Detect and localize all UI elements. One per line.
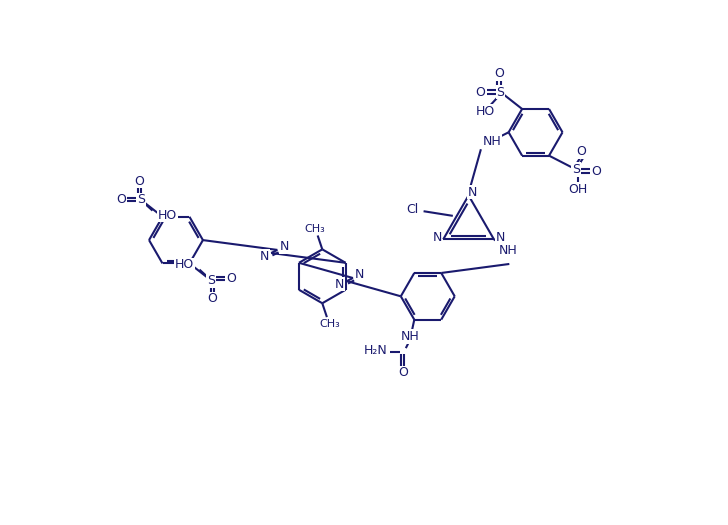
Text: S: S [137,193,145,206]
Text: NH: NH [499,244,517,257]
Text: O: O [135,175,144,188]
Text: NH: NH [401,330,420,343]
Text: N: N [432,232,442,244]
Text: HO: HO [158,209,177,222]
Text: O: O [397,366,408,379]
Text: OH: OH [568,183,587,196]
Text: N: N [495,232,505,244]
Text: O: O [475,86,486,99]
Text: O: O [207,292,218,306]
Text: O: O [494,67,504,80]
Text: CH₃: CH₃ [320,319,341,329]
Text: N: N [260,249,269,262]
Text: O: O [226,272,236,286]
Text: S: S [496,86,505,99]
Text: HO: HO [475,105,495,118]
Text: Cl: Cl [407,203,419,216]
Text: O: O [577,145,586,159]
Text: CH₃: CH₃ [304,224,325,234]
Text: S: S [572,163,580,176]
Text: N: N [335,278,344,291]
Text: O: O [116,193,126,206]
Text: O: O [591,164,601,177]
Text: N: N [468,186,477,199]
Text: NH: NH [483,135,501,148]
Text: HO: HO [175,258,194,271]
Text: N: N [355,268,365,281]
Text: S: S [207,274,215,287]
Text: H₂N: H₂N [363,344,387,357]
Text: N: N [280,240,289,254]
